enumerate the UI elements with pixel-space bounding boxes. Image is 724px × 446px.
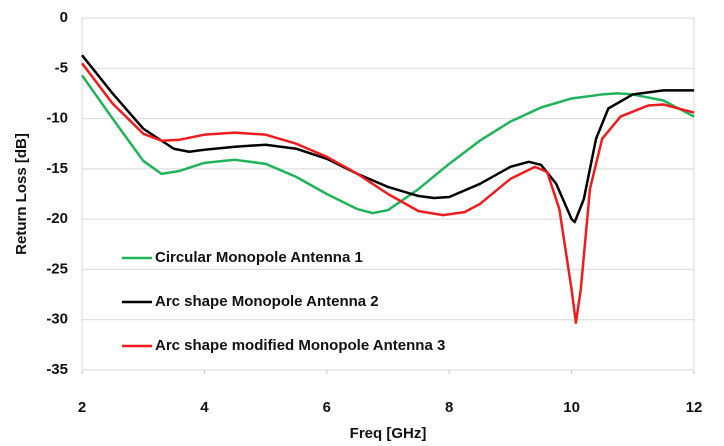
x-tick-label: 4 [200,399,209,416]
y-tick-label: -5 [55,59,68,76]
y-tick-label: -35 [46,361,68,378]
x-tick-label: 10 [563,399,580,416]
y-tick-label: 0 [60,9,68,26]
x-tick-label: 12 [686,399,703,416]
x-tick-label: 8 [445,399,453,416]
y-tick-label: -10 [46,110,68,127]
y-tick-label: -15 [46,160,68,177]
y-tick-label: -25 [46,260,68,277]
y-tick-label: -20 [46,210,68,227]
line-series [80,74,695,215]
legend-label: Arc shape modified Monopole Antenna 3 [155,337,445,354]
plot-frame [81,17,695,371]
legend-label: Arc shape Monopole Antenna 2 [155,293,379,310]
y-axis-label: Return Loss [dB] [13,133,30,255]
y-tick-label: -30 [46,311,68,328]
legend-label: Circular Monopole Antenna 1 [155,249,363,266]
x-tick-label: 6 [323,399,331,416]
x-tick-label: 2 [78,399,86,416]
line-series [81,54,694,224]
x-axis-label: Freq [GHz] [350,425,427,442]
line-series [81,62,695,324]
